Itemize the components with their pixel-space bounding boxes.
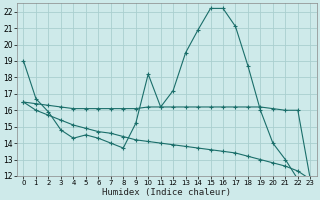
X-axis label: Humidex (Indice chaleur): Humidex (Indice chaleur): [102, 188, 231, 197]
